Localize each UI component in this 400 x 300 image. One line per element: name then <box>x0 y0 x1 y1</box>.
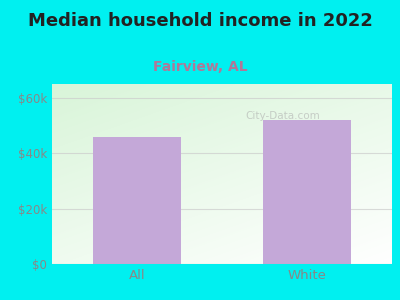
Text: City-Data.com: City-Data.com <box>246 111 320 122</box>
Text: Fairview, AL: Fairview, AL <box>153 60 247 74</box>
Text: Median household income in 2022: Median household income in 2022 <box>28 12 372 30</box>
Bar <box>93 136 181 264</box>
Bar <box>263 120 351 264</box>
